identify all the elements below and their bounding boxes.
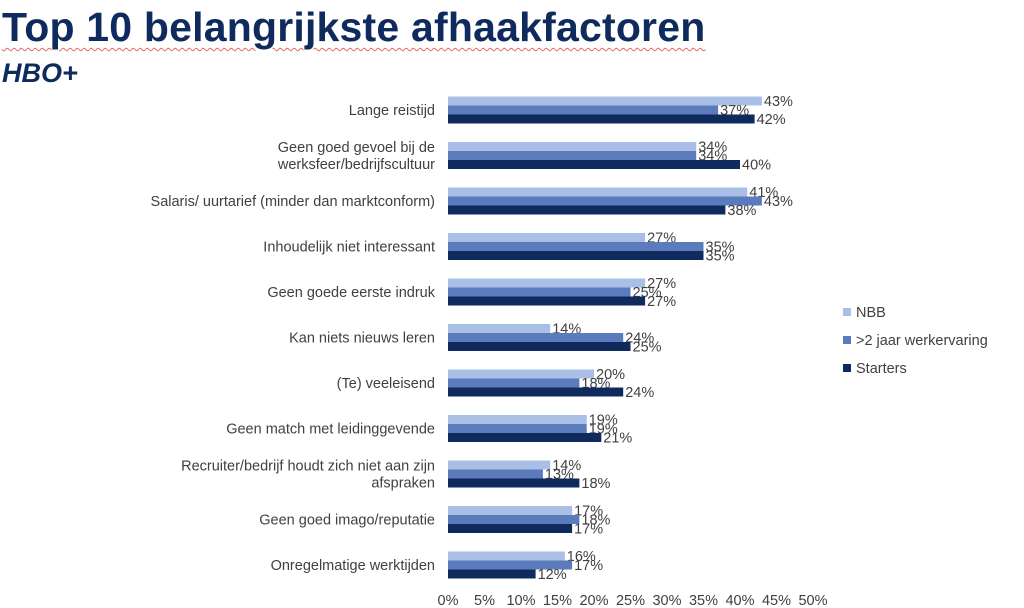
bar [448, 142, 697, 151]
bar [448, 342, 631, 351]
data-label: 21% [603, 431, 632, 447]
data-label: 34% [698, 140, 727, 156]
bar [448, 233, 646, 242]
bar [448, 569, 536, 579]
legend-label: NBB [856, 305, 886, 321]
bar [448, 415, 587, 424]
data-label: 38% [727, 203, 756, 219]
bar [448, 105, 719, 115]
data-label: 17% [574, 522, 603, 538]
bar [448, 460, 551, 470]
bar [448, 333, 624, 342]
data-label: 16% [567, 549, 596, 565]
bar [448, 324, 551, 333]
x-tick-label: 20% [579, 593, 608, 608]
bar [448, 433, 602, 442]
bar [448, 387, 624, 397]
data-label: 35% [706, 249, 735, 265]
x-tick-label: 30% [652, 593, 681, 608]
x-tick-label: 50% [798, 593, 827, 608]
legend-swatch [843, 336, 851, 344]
x-tick-label: 0% [438, 593, 459, 608]
x-tick-label: 45% [762, 593, 791, 608]
category-label: Geen match met leidinggevende [226, 422, 435, 438]
x-tick-label: 5% [474, 593, 495, 608]
legend-label: >2 jaar werkervaring [856, 333, 988, 349]
bar [448, 187, 748, 197]
category-label: Kan niets nieuws leren [289, 331, 435, 347]
bar [448, 251, 704, 260]
bar [448, 378, 580, 388]
bar [448, 560, 573, 570]
data-label: 35% [706, 240, 735, 256]
bar [448, 242, 704, 251]
data-label: 20% [596, 367, 625, 383]
bar [448, 551, 565, 561]
data-label: 27% [647, 294, 676, 310]
data-label: 17% [574, 558, 603, 574]
category-label: Geen goede eerste indruk [267, 285, 435, 301]
category-label: Geen goed imago/reputatie [259, 513, 435, 529]
bar [448, 114, 755, 124]
data-label: 27% [647, 276, 676, 292]
category-label: Inhoudelijk niet interessant [263, 240, 435, 256]
category-label: (Te) veeleisend [337, 376, 435, 392]
x-tick-label: 10% [506, 593, 535, 608]
legend-label: Starters [856, 361, 907, 377]
bar [448, 506, 573, 515]
x-tick-label: 35% [689, 593, 718, 608]
bar [448, 478, 580, 488]
data-label: 43% [764, 94, 793, 110]
data-label: 24% [625, 385, 654, 401]
bar [448, 515, 580, 524]
x-tick-label: 15% [543, 593, 572, 608]
category-label: Onregelmatige werktijden [271, 558, 435, 574]
bar [448, 160, 740, 169]
bar [448, 369, 594, 379]
data-label: 12% [538, 567, 567, 583]
x-tick-label: 25% [616, 593, 645, 608]
data-label: 19% [589, 413, 618, 429]
bar [448, 424, 587, 433]
bar [448, 524, 573, 533]
data-label: 43% [764, 194, 793, 210]
data-label: 42% [757, 112, 786, 128]
category-label: Salaris/ uurtarief (minder dan marktconf… [151, 194, 435, 210]
bar [448, 296, 646, 306]
bar [448, 278, 646, 288]
data-label: 18% [581, 513, 610, 529]
data-label: 18% [581, 476, 610, 492]
legend-swatch [843, 364, 851, 372]
bar [448, 196, 762, 206]
data-label: 25% [633, 340, 662, 356]
bar [448, 205, 726, 215]
x-tick-label: 40% [725, 593, 754, 608]
category-label: Lange reistijd [349, 103, 435, 119]
category-label: Recruiter/bedrijf houdt zich niet aan zi… [181, 459, 435, 492]
legend-swatch [843, 308, 851, 316]
bar [448, 469, 543, 479]
data-label: 17% [574, 504, 603, 520]
chart-title: Top 10 belangrijkste afhaakfactoren [2, 4, 706, 50]
bar [448, 151, 697, 160]
data-label: 14% [552, 458, 581, 474]
data-label: 40% [742, 158, 771, 174]
category-label: Geen goed gevoel bij de werksfeer/bedrijf… [277, 140, 435, 173]
chart-subtitle: HBO+ [2, 58, 78, 88]
data-label: 24% [625, 331, 654, 347]
bar [448, 287, 631, 297]
bar [448, 96, 762, 106]
